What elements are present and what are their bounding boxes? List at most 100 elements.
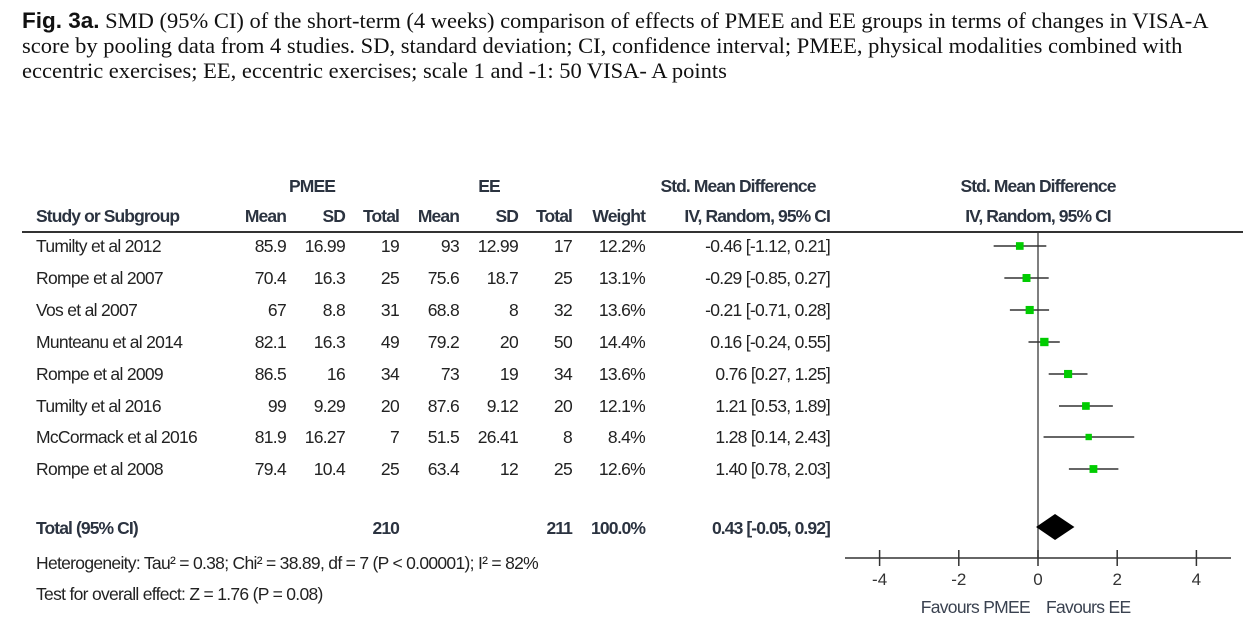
pooled-diamond — [1036, 514, 1075, 540]
ee-total: 25 — [553, 268, 573, 288]
study-name: Tumilty et al 2012 — [36, 236, 162, 256]
ee-sd: 12.99 — [477, 236, 519, 256]
ee-mean: 68.8 — [427, 300, 460, 320]
pmee-total: 20 — [380, 396, 400, 416]
pmee-total: 31 — [380, 300, 400, 320]
pmee-mean: 99 — [267, 396, 287, 416]
ee-mean: 73 — [440, 364, 460, 384]
group-header-pmee: PMEE — [289, 176, 336, 196]
weight: 12.6% — [598, 459, 646, 479]
study-marker — [1040, 337, 1049, 347]
pmee-sd: 16 — [326, 364, 346, 384]
x-tick-label: -2 — [951, 570, 966, 589]
ee-total: 34 — [553, 364, 573, 384]
pmee-total: 7 — [389, 427, 400, 447]
ee-mean: 87.6 — [427, 396, 460, 416]
smd-ci: 0.16 [-0.24, 0.55] — [710, 332, 830, 352]
study-name: Vos et al 2007 — [36, 300, 138, 320]
column-header-ee-mean: Mean — [417, 206, 460, 226]
favours-right-label: Favours EE — [1046, 597, 1131, 617]
figure-label: Fig. 3a. — [22, 8, 100, 33]
ee-sd: 18.7 — [486, 268, 519, 288]
caption-text: SMD (95% CI) of the short-term (4 weeks)… — [22, 8, 1208, 83]
pmee-total: 25 — [380, 459, 400, 479]
study-marker — [1022, 274, 1031, 282]
pmee-sd: 16.27 — [304, 427, 346, 447]
x-tick-label: 0 — [1033, 570, 1042, 589]
pmee-total: 49 — [380, 332, 400, 352]
weight: 12.2% — [598, 236, 646, 256]
study-name: Munteanu et al 2014 — [36, 332, 183, 352]
study-marker — [1085, 433, 1092, 441]
weight: 13.1% — [598, 268, 646, 288]
ee-mean: 51.5 — [427, 427, 460, 447]
smd-ci: -0.21 [-0.71, 0.28] — [705, 300, 831, 320]
effect-header: Std. Mean Difference — [660, 176, 816, 196]
total-smd-ci: 0.43 [-0.05, 0.92] — [711, 518, 831, 538]
ee-sd: 20 — [499, 332, 519, 352]
weight: 8.4% — [607, 427, 646, 447]
smd-ci: 1.28 [0.14, 2.43] — [715, 427, 830, 447]
total-weight: 100.0% — [591, 518, 646, 538]
pmee-mean: 79.4 — [254, 459, 287, 479]
study-marker — [1089, 465, 1098, 473]
x-tick-label: -4 — [872, 570, 887, 589]
pmee-mean: 70.4 — [254, 268, 287, 288]
column-header-pmee-total: Total — [362, 206, 400, 226]
smd-ci: 0.76 [0.27, 1.25] — [715, 364, 830, 384]
ee-mean: 75.6 — [427, 268, 460, 288]
heterogeneity-text: Heterogeneity: Tau² = 0.38; Chi² = 38.89… — [36, 553, 539, 573]
weight: 13.6% — [598, 364, 646, 384]
study-name: Rompe et al 2008 — [36, 459, 164, 479]
pmee-sd: 8.8 — [322, 300, 346, 320]
column-header-smd-ci: IV, Random, 95% CI — [684, 206, 830, 226]
ee-sd: 19 — [499, 364, 519, 384]
column-header-pmee-sd: SD — [322, 206, 345, 226]
study-name: Rompe et al 2009 — [36, 364, 164, 384]
ee-total: 17 — [553, 236, 573, 256]
pmee-sd: 16.3 — [313, 268, 346, 288]
ee-sd: 26.41 — [477, 427, 519, 447]
study-marker — [1064, 369, 1073, 379]
pmee-total: 19 — [380, 236, 400, 256]
group-header-ee: EE — [478, 176, 500, 196]
x-tick-label: 2 — [1112, 570, 1121, 589]
ee-mean: 79.2 — [427, 332, 460, 352]
total-pmee-total: 210 — [372, 518, 400, 538]
smd-ci: -0.29 [-0.85, 0.27] — [705, 268, 831, 288]
ee-mean: 93 — [440, 236, 460, 256]
ee-mean: 63.4 — [427, 459, 460, 479]
pmee-total: 34 — [380, 364, 400, 384]
column-header-ee-sd: SD — [495, 206, 518, 226]
study-name: Tumilty et al 2016 — [36, 396, 162, 416]
pmee-mean: 85.9 — [254, 236, 287, 256]
ee-sd: 8 — [508, 300, 519, 320]
ee-total: 20 — [553, 396, 573, 416]
study-name: McCormack et al 2016 — [36, 427, 198, 447]
pmee-mean: 86.5 — [254, 364, 287, 384]
ee-sd: 12 — [499, 459, 519, 479]
header-rule — [22, 231, 1243, 233]
study-name: Rompe et al 2007 — [36, 268, 164, 288]
smd-ci: 1.21 [0.53, 1.89] — [715, 396, 830, 416]
plot-header: Std. Mean Difference — [960, 176, 1116, 196]
pmee-mean: 82.1 — [254, 332, 287, 352]
pmee-sd: 10.4 — [313, 459, 346, 479]
ee-total: 50 — [553, 332, 573, 352]
weight: 12.1% — [598, 396, 646, 416]
ee-sd: 9.12 — [486, 396, 519, 416]
figure-caption: Fig. 3a. SMD (95% CI) of the short-term … — [22, 8, 1242, 83]
pmee-total: 25 — [380, 268, 400, 288]
pmee-sd: 16.99 — [304, 236, 346, 256]
total-study-name: Total (95% CI) — [36, 518, 139, 538]
pmee-mean: 81.9 — [254, 427, 287, 447]
pmee-sd: 9.29 — [313, 396, 346, 416]
smd-ci: 1.40 [0.78, 2.03] — [715, 459, 830, 479]
favours-left-label: Favours PMEE — [920, 597, 1031, 617]
ee-total: 32 — [553, 300, 573, 320]
pmee-mean: 67 — [267, 300, 287, 320]
study-marker — [1025, 305, 1034, 315]
column-header-weight: Weight — [592, 206, 646, 226]
column-header-ee-total: Total — [535, 206, 573, 226]
